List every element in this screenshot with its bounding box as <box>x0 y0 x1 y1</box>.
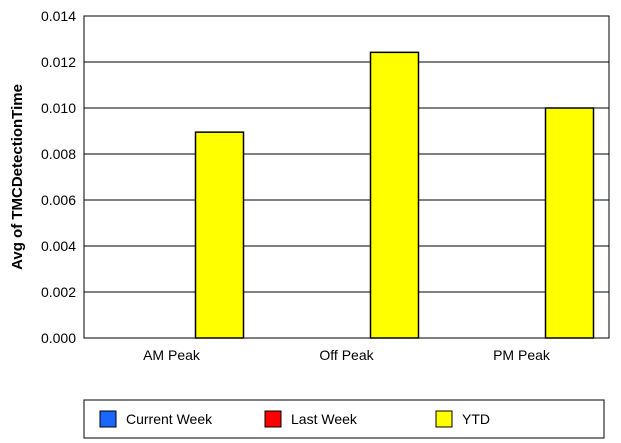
legend-swatch <box>264 410 282 428</box>
y-tick-label: 0.012 <box>41 54 76 70</box>
legend-swatch <box>435 410 453 428</box>
x-tick-label: AM Peak <box>143 347 201 363</box>
legend-box <box>83 399 605 439</box>
x-tick-label: Off Peak <box>319 347 374 363</box>
y-tick-label: 0.000 <box>41 330 76 346</box>
legend-label: Current Week <box>126 411 213 427</box>
legend-label: Last Week <box>291 411 358 427</box>
gridlines <box>84 15 609 339</box>
y-tick-label: 0.006 <box>41 192 76 208</box>
bar <box>194 131 245 339</box>
bars <box>194 51 595 339</box>
y-tick-label: 0.008 <box>41 146 76 162</box>
y-tick-label: 0.002 <box>41 284 76 300</box>
legend-label: YTD <box>462 411 490 427</box>
plot-area-frame <box>83 15 610 339</box>
y-axis-title: Avg of TMCDetectionTime <box>9 84 26 270</box>
bar <box>369 51 420 339</box>
bar <box>544 107 595 339</box>
x-tick-label: PM Peak <box>493 347 551 363</box>
y-tick-label: 0.004 <box>41 238 76 254</box>
legend-items: Current Week Last Week YTD <box>99 410 490 428</box>
x-tick-labels: AM Peak Off Peak PM Peak <box>143 347 551 363</box>
y-tick-label: 0.010 <box>41 100 76 116</box>
y-tick-label: 0.014 <box>41 8 76 24</box>
legend-swatch <box>99 410 117 428</box>
y-tick-labels: 0.000 0.002 0.004 0.006 0.008 0.010 0.012 0.014 <box>41 8 76 346</box>
legend: Current Week Last Week YTD <box>83 399 605 439</box>
